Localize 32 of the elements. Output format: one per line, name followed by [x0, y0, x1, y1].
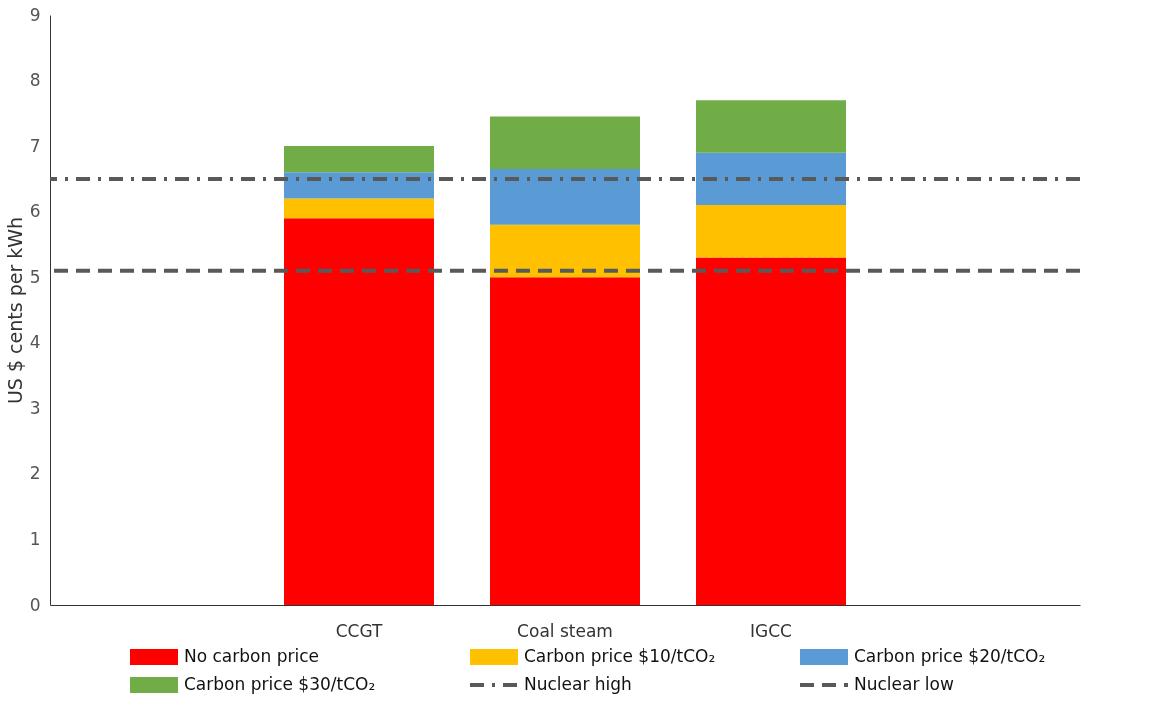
bar [284, 218, 434, 605]
bar [490, 277, 640, 605]
bar [284, 198, 434, 219]
bar [696, 257, 846, 605]
legend-label: Carbon price $20/tCO₂ [854, 646, 1046, 666]
bar [284, 146, 434, 173]
y-tick-label: 3 [29, 397, 41, 418]
y-tick-label: 8 [29, 70, 41, 91]
y-tick-label: 1 [29, 528, 41, 549]
bar [490, 169, 640, 225]
y-tick-label: 4 [29, 332, 41, 353]
bar [284, 172, 434, 199]
bar [490, 224, 640, 278]
bar [696, 152, 846, 206]
bar [696, 100, 846, 153]
y-axis-title: US $ cents per kWh [3, 216, 26, 405]
y-tick-label: 9 [29, 4, 41, 25]
x-tick-label: IGCC [750, 620, 792, 641]
legend-label: Carbon price $10/tCO₂ [524, 646, 716, 666]
x-tick-label: CCGT [335, 620, 383, 641]
legend-label: Carbon price $30/tCO₂ [184, 674, 376, 694]
y-tick-label: 2 [29, 463, 41, 484]
bar [490, 116, 640, 170]
x-tick-label: Coal steam [517, 620, 613, 641]
y-tick-label: 0 [29, 594, 41, 615]
y-tick-label: 7 [29, 135, 41, 156]
y-tick-label: 5 [29, 266, 41, 287]
legend-label: Nuclear high [524, 674, 632, 694]
bar [696, 205, 846, 258]
legend-label: Nuclear low [854, 674, 954, 694]
legend-label: No carbon price [184, 646, 319, 666]
y-tick-label: 6 [29, 201, 41, 222]
